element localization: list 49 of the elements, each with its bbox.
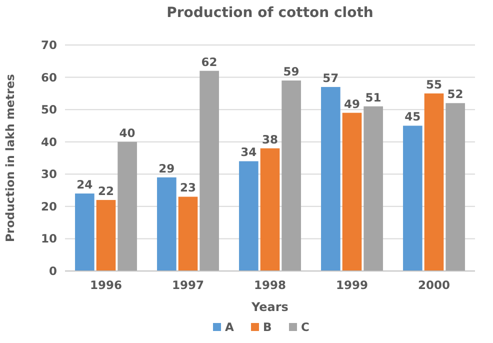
- chart-title: Production of cotton cloth: [166, 5, 374, 21]
- data-label: 62: [201, 54, 218, 69]
- bar: [239, 161, 258, 271]
- x-tick-label: 2000: [418, 278, 450, 292]
- bar: [157, 177, 176, 271]
- bar: [342, 112, 362, 271]
- y-tick-label: 0: [48, 264, 57, 278]
- x-tick-label: 1998: [254, 278, 286, 292]
- data-label: 22: [98, 184, 114, 198]
- y-tick-label: 30: [40, 167, 57, 182]
- bar: [260, 148, 280, 271]
- y-tick-label: 10: [40, 232, 57, 246]
- bar: [96, 200, 116, 271]
- data-label: 57: [322, 70, 339, 85]
- y-tick-label: 70: [40, 38, 57, 52]
- bar: [403, 126, 422, 271]
- data-label: 24: [76, 178, 93, 192]
- bar: [446, 103, 465, 271]
- data-label: 59: [283, 64, 300, 79]
- data-label: 38: [262, 132, 278, 146]
- legend-label: B: [263, 320, 272, 334]
- data-label: 49: [344, 96, 360, 111]
- y-tick-label: 60: [40, 70, 57, 84]
- y-tick-label: 40: [40, 134, 57, 149]
- bar: [75, 194, 94, 271]
- y-tick-label: 20: [40, 199, 57, 214]
- x-tick-label: 1997: [172, 278, 204, 292]
- bar: [282, 80, 301, 271]
- data-label: 40: [119, 126, 136, 140]
- x-axis-title: Years: [250, 300, 288, 314]
- y-tick-label: 50: [40, 102, 57, 117]
- x-tick-label: 1996: [90, 278, 122, 292]
- data-label: 34: [240, 145, 257, 160]
- data-label: 51: [365, 90, 382, 104]
- bar: [424, 93, 444, 271]
- y-axis-title: Production in lakh metres: [3, 74, 17, 242]
- legend-label: A: [225, 320, 234, 334]
- legend-label: C: [301, 320, 310, 334]
- data-label: 29: [158, 161, 175, 176]
- data-label: 52: [447, 87, 464, 102]
- x-tick-label: 1999: [336, 278, 368, 292]
- bar: [364, 106, 383, 271]
- bar: [178, 196, 198, 271]
- bar: [200, 70, 219, 271]
- bar: [118, 142, 137, 271]
- data-label: 45: [404, 110, 421, 124]
- data-label: 55: [426, 77, 442, 92]
- data-label: 23: [180, 180, 196, 195]
- bar: [321, 86, 340, 271]
